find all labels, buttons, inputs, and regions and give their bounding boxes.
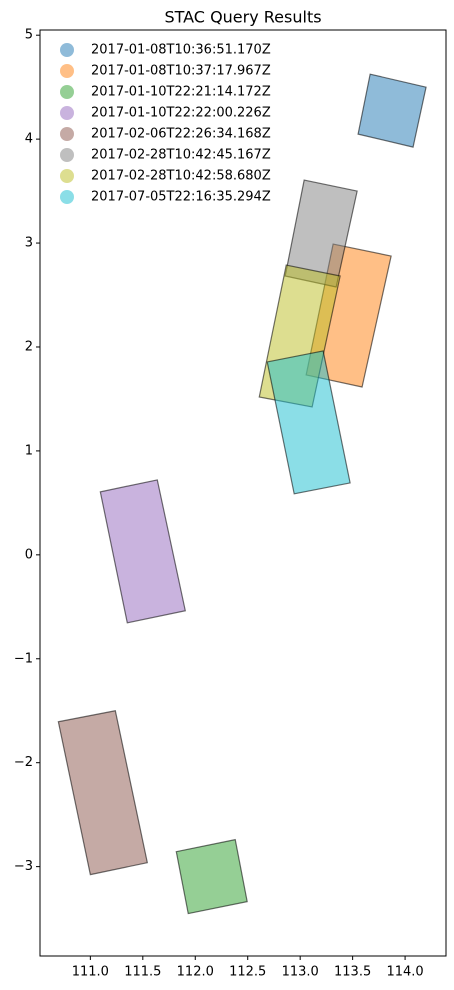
x-tick-label: 112.0 — [177, 965, 214, 980]
legend-label: 2017-02-28T10:42:45.167Z — [91, 148, 271, 163]
y-tick-label: 3 — [25, 236, 33, 251]
legend-label: 2017-01-10T22:21:14.172Z — [91, 85, 271, 100]
footprint — [57, 710, 149, 876]
x-tick-label: 111.5 — [124, 965, 161, 980]
legend-marker — [60, 169, 74, 183]
legend-label: 2017-01-08T10:36:51.170Z — [91, 43, 271, 58]
legend-marker — [60, 85, 74, 99]
legend-marker — [60, 106, 74, 120]
x-tick-label: 113.0 — [282, 965, 319, 980]
x-tick-label: 114.0 — [386, 965, 423, 980]
y-tick-label: 5 — [25, 28, 33, 43]
legend-marker — [60, 43, 74, 57]
y-tick-label: 2 — [25, 339, 33, 354]
y-tick-label: 1 — [25, 443, 33, 458]
y-tick-label: 4 — [25, 132, 33, 147]
legend-marker — [60, 127, 74, 141]
legend-label: 2017-07-05T22:16:35.294Z — [91, 190, 271, 205]
legend-label: 2017-01-10T22:22:00.226Z — [91, 106, 271, 121]
y-tick-label: 0 — [25, 547, 33, 562]
chart-title: STAC Query Results — [164, 8, 321, 27]
legend-marker — [60, 64, 74, 78]
footprint — [357, 73, 427, 148]
legend-label: 2017-02-06T22:26:34.168Z — [91, 127, 271, 142]
y-tick-label: −1 — [14, 651, 33, 666]
footprint — [99, 479, 187, 624]
legend-label: 2017-02-28T10:42:58.680Z — [91, 169, 271, 184]
y-tick-label: −3 — [14, 859, 33, 874]
plot-frame — [39, 29, 447, 957]
footprint — [266, 350, 351, 495]
legend-label: 2017-01-08T10:37:17.967Z — [91, 64, 271, 79]
legend-marker — [60, 148, 74, 162]
x-tick-label: 111.0 — [72, 965, 109, 980]
x-tick-label: 113.5 — [334, 965, 371, 980]
legend-marker — [60, 190, 74, 204]
y-tick-label: −2 — [14, 755, 33, 770]
x-tick-label: 112.5 — [229, 965, 266, 980]
footprint — [175, 838, 248, 915]
